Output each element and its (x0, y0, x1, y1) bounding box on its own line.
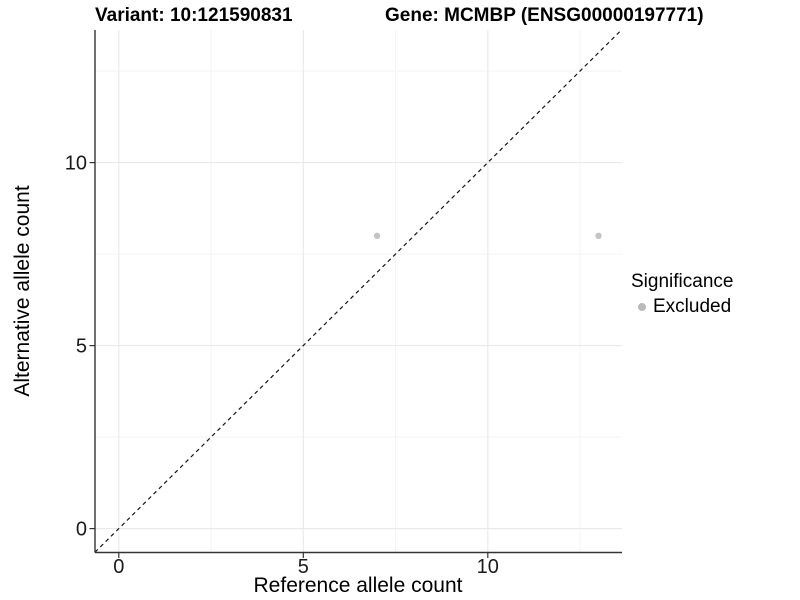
data-points (373, 232, 602, 239)
y-axis-title: Alternative allele count (11, 185, 34, 396)
legend: Significance Excluded (631, 271, 733, 318)
legend-title: Significance (631, 271, 734, 292)
gridlines (95, 30, 622, 553)
y-tick-label: 0 (76, 519, 87, 541)
gene-title: Gene: MCMBP (ENSG00000197771) (385, 5, 704, 26)
data-point (595, 232, 602, 239)
x-tick-label: 0 (113, 556, 124, 578)
x-tick-label: 5 (298, 556, 309, 578)
variant-title: Variant: 10:121590831 (95, 5, 293, 26)
x-tick-label: 10 (477, 556, 499, 578)
tick-labels: 0 5 10 0 5 10 (65, 153, 499, 578)
identity-dashed-line (94, 28, 623, 553)
data-point (373, 232, 381, 239)
y-tick-label: 10 (65, 153, 87, 175)
x-axis-title: Reference allele count (254, 574, 463, 597)
y-tick-label: 5 (76, 336, 87, 358)
tick-marks (89, 162, 489, 558)
excluded-point-icon (638, 303, 646, 311)
legend-item-excluded: Excluded (631, 296, 733, 318)
legend-item-label: Excluded (653, 296, 732, 317)
